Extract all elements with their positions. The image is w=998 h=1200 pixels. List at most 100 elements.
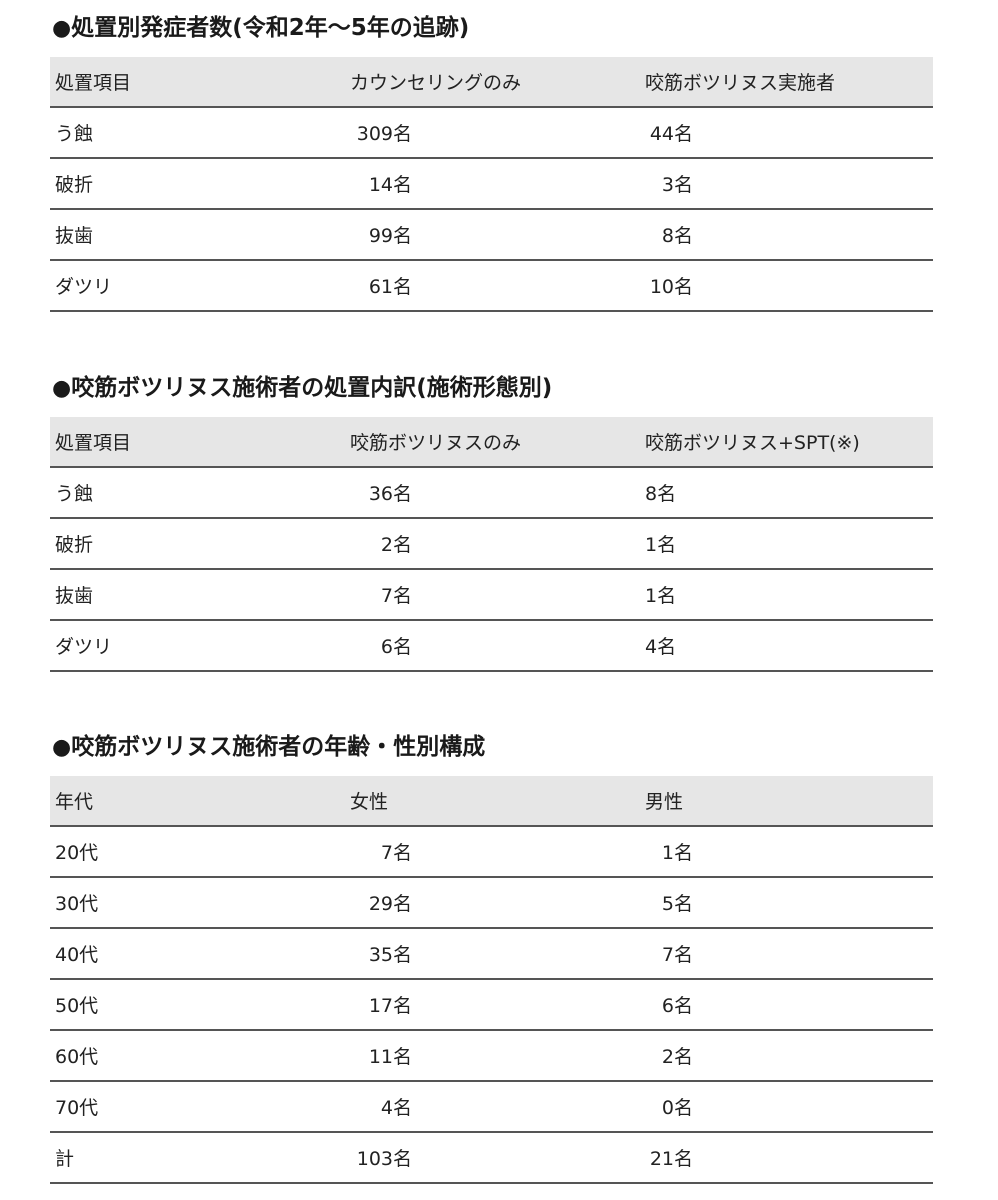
cell: 5名 [645,877,933,929]
cell-value: 309名 [356,123,412,145]
header-row: 処置項目 咬筋ボツリヌスのみ 咬筋ボツリヌス+SPT(※) [50,417,933,468]
row-label: 60代 [50,1030,350,1082]
cell: 2名 [645,1030,933,1082]
cell: 1名 [645,826,933,878]
cell: 99名 [350,209,645,261]
cell: 29名 [350,877,645,929]
cell-value: 1名 [661,842,693,864]
cell: 309名 [350,107,645,159]
column-header: 処置項目 [50,417,350,468]
cell-value: 6名 [661,995,693,1017]
column-header: カウンセリングのみ [350,57,645,108]
table-row: 70代 4名 0名 [50,1081,933,1133]
cell-value: 4名 [645,636,677,658]
table-section: ●処置別発症者数(令和2年〜5年の追跡) 処置項目 カウンセリングのみ 咬筋ボツリヌス… [50,8,933,312]
cell-value: 4名 [380,1097,412,1119]
cell-value: 35名 [368,944,412,966]
row-label: う蝕 [50,467,350,519]
cell-value: 7名 [380,842,412,864]
cell: 4名 [350,1081,645,1133]
cell: 8名 [645,209,933,261]
row-label: 破折 [50,518,350,570]
table-row: う蝕 309名 44名 [50,107,933,159]
cell: 4名 [645,620,933,672]
bullet-icon: ● [52,376,72,401]
cell: 2名 [350,518,645,570]
table-row: 30代 29名 5名 [50,877,933,929]
table-row: 破折 2名 1名 [50,518,933,570]
section-title: ●咬筋ボツリヌス施術者の年齢・性別構成 [52,727,933,767]
cell: 6名 [350,620,645,672]
cell: 17名 [350,979,645,1031]
bullet-icon: ● [52,16,72,41]
column-header: 咬筋ボツリヌス+SPT(※) [645,417,933,468]
cell: 35名 [350,928,645,980]
cell-value: 36名 [368,483,412,505]
section-title: ●処置別発症者数(令和2年〜5年の追跡) [52,8,933,48]
cell-value: 5名 [661,893,693,915]
cell-value: 10名 [649,276,693,298]
cell-value: 14名 [368,174,412,196]
table-row: 計 103名 21名 [50,1132,933,1184]
table-row: 60代 11名 2名 [50,1030,933,1082]
cell: 8名 [645,467,933,519]
cell: 0名 [645,1081,933,1133]
table-row: 破折 14名 3名 [50,158,933,210]
column-header: 女性 [350,776,645,827]
row-label: 破折 [50,158,350,210]
section-title-text: 咬筋ボツリヌス施術者の年齢・性別構成 [71,734,486,760]
cell: 36名 [350,467,645,519]
row-label: う蝕 [50,107,350,159]
column-header: 咬筋ボツリヌスのみ [350,417,645,468]
cell: 7名 [350,826,645,878]
data-table: 処置項目 カウンセリングのみ 咬筋ボツリヌス実施者 う蝕 309名 44名 破折 14名 3名抜… [50,57,933,312]
cell: 1名 [645,569,933,621]
cell: 7名 [645,928,933,980]
section-title-text: 咬筋ボツリヌス施術者の処置内訳(施術形態別) [71,375,553,401]
cell-value: 1名 [645,534,677,556]
table-row: 抜歯 99名 8名 [50,209,933,261]
row-label: ダツリ [50,620,350,672]
table-row: ダツリ 61名 10名 [50,260,933,312]
row-label: 70代 [50,1081,350,1133]
row-label: 抜歯 [50,209,350,261]
table-row: ダツリ 6名 4名 [50,620,933,672]
table-row: 抜歯 7名 1名 [50,569,933,621]
cell: 3名 [645,158,933,210]
row-label: 40代 [50,928,350,980]
table-section: ●咬筋ボツリヌス施術者の処置内訳(施術形態別) 処置項目 咬筋ボツリヌスのみ 咬筋ボツ… [50,368,933,672]
column-header: 年代 [50,776,350,827]
cell-value: 11名 [368,1046,412,1068]
cell-value: 99名 [368,225,412,247]
cell-value: 7名 [661,944,693,966]
cell-value: 44名 [649,123,693,145]
table-row: 50代 17名 6名 [50,979,933,1031]
cell: 7名 [350,569,645,621]
row-label: ダツリ [50,260,350,312]
column-header: 処置項目 [50,57,350,108]
cell: 103名 [350,1132,645,1184]
cell-value: 2名 [380,534,412,556]
row-label: 30代 [50,877,350,929]
row-label: 50代 [50,979,350,1031]
cell-value: 0名 [661,1097,693,1119]
column-header: 咬筋ボツリヌス実施者 [645,57,933,108]
section-title: ●咬筋ボツリヌス施術者の処置内訳(施術形態別) [52,368,933,408]
cell-value: 103名 [356,1148,412,1170]
cell: 6名 [645,979,933,1031]
data-table: 年代 女性 男性 20代 7名 1名 30代 29名 5名 40代 35名 7名 50代 17名 6名 60代… [50,776,933,1184]
cell: 61名 [350,260,645,312]
row-label: 20代 [50,826,350,878]
row-label: 計 [50,1132,350,1184]
cell-value: 7名 [380,585,412,607]
cell: 10名 [645,260,933,312]
cell: 14名 [350,158,645,210]
cell-value: 3名 [661,174,693,196]
cell: 11名 [350,1030,645,1082]
data-table: 処置項目 咬筋ボツリヌスのみ 咬筋ボツリヌス+SPT(※) う蝕 36名 8名 破折 2名 1名… [50,417,933,672]
table-section: ●咬筋ボツリヌス施術者の年齢・性別構成 年代 女性 男性 20代 7名 1名 30代 29名 5名… [50,727,933,1184]
cell-value: 8名 [645,483,677,505]
cell-value: 6名 [380,636,412,658]
bullet-icon: ● [52,735,72,760]
header-row: 処置項目 カウンセリングのみ 咬筋ボツリヌス実施者 [50,57,933,108]
